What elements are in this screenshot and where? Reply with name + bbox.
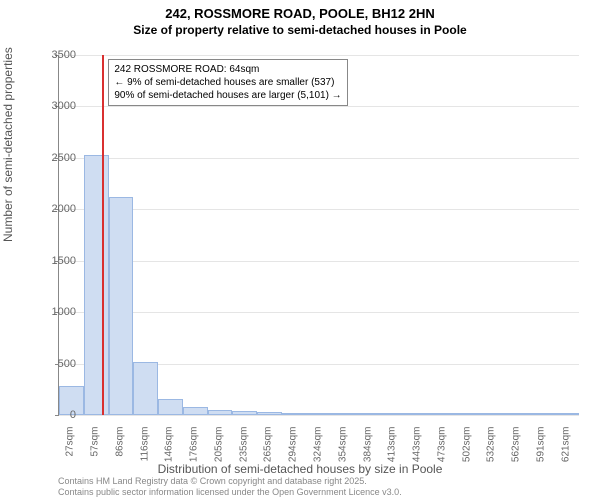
y-tick-label: 2000	[36, 203, 76, 215]
histogram-bar	[381, 413, 406, 415]
grid-line	[59, 158, 579, 159]
histogram-bar	[183, 407, 208, 415]
histogram-bar	[282, 413, 307, 415]
histogram-bar	[331, 413, 356, 415]
histogram-bar	[257, 412, 282, 415]
histogram-bar	[232, 411, 257, 415]
footer-attribution: Contains HM Land Registry data © Crown c…	[58, 476, 402, 498]
y-tick-label: 3500	[36, 49, 76, 61]
histogram-bar	[554, 413, 579, 415]
grid-line	[59, 415, 579, 416]
y-tick-label: 3000	[36, 100, 76, 112]
grid-line	[59, 106, 579, 107]
histogram-bar	[158, 399, 183, 415]
histogram-bar	[480, 413, 505, 415]
y-tick-label: 2500	[36, 152, 76, 164]
chart-container: 242, ROSSMORE ROAD, POOLE, BH12 2HN Size…	[0, 0, 600, 500]
histogram-bar	[529, 413, 554, 415]
x-axis-label: Distribution of semi-detached houses by …	[0, 462, 600, 476]
histogram-bar	[208, 410, 233, 415]
histogram-bar	[430, 413, 455, 415]
chart-title-line2: Size of property relative to semi-detach…	[0, 23, 600, 37]
y-axis-label: Number of semi-detached properties	[1, 47, 15, 242]
annotation-line: ← 9% of semi-detached houses are smaller…	[114, 76, 341, 89]
annotation-line: 242 ROSSMORE ROAD: 64sqm	[114, 63, 341, 76]
grid-line	[59, 209, 579, 210]
grid-line	[59, 312, 579, 313]
annotation-line: 90% of semi-detached houses are larger (…	[114, 89, 341, 102]
annotation-box: 242 ROSSMORE ROAD: 64sqm← 9% of semi-det…	[108, 59, 347, 106]
grid-line	[59, 261, 579, 262]
reference-line	[102, 55, 104, 415]
chart-title-line1: 242, ROSSMORE ROAD, POOLE, BH12 2HN	[0, 0, 600, 23]
histogram-bar	[307, 413, 332, 415]
footer-line1: Contains HM Land Registry data © Crown c…	[58, 476, 402, 487]
y-tick-label: 500	[36, 358, 76, 370]
y-tick-label: 1000	[36, 306, 76, 318]
footer-line2: Contains public sector information licen…	[58, 487, 402, 498]
y-tick-label: 0	[36, 409, 76, 421]
histogram-bar	[356, 413, 381, 415]
histogram-bar	[133, 362, 158, 415]
histogram-bar	[109, 197, 134, 415]
histogram-bar	[505, 413, 530, 415]
plot-area: 242 ROSSMORE ROAD: 64sqm← 9% of semi-det…	[58, 55, 579, 416]
y-tick-label: 1500	[36, 255, 76, 267]
histogram-bar	[455, 413, 480, 415]
histogram-bar	[84, 155, 109, 415]
histogram-bar	[406, 413, 431, 415]
grid-line	[59, 55, 579, 56]
